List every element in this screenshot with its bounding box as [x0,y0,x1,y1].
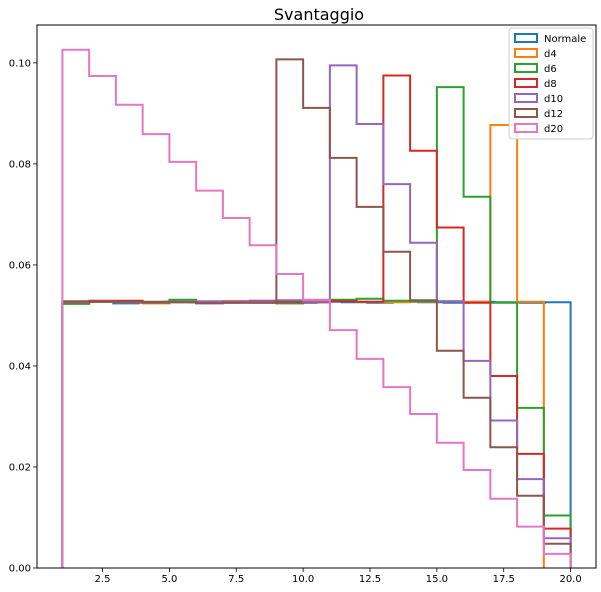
plot-area [61,48,572,568]
legend-label-d10: d10 [544,94,563,105]
legend-label-d20: d20 [544,124,563,135]
x-tick-label: 2.5 [95,574,111,585]
legend-swatch-normale [514,33,538,43]
plot-frame [36,24,597,569]
legend-label-d6: d6 [544,64,557,75]
legend-box [508,27,594,140]
x-tick-label: 5.0 [161,574,177,585]
y-tick-label: 0.10 [9,58,31,69]
legend-swatch-d4 [514,48,538,58]
legend-swatch-d12 [514,108,538,118]
x-tick-label: 17.5 [493,574,515,585]
legend-swatch-d6 [514,63,538,73]
y-axis: 0.00 0.02 0.04 0.06 0.08 0.10 [9,58,37,575]
legend-label-d4: d4 [544,49,557,60]
y-tick-label: 0.08 [9,159,31,170]
legend-label-d8: d8 [544,79,557,90]
legend-label-d12: d12 [544,109,563,120]
y-tick-label: 0.04 [9,361,31,372]
x-tick-label: 12.5 [359,574,381,585]
y-tick-label: 0.02 [9,462,31,473]
x-axis: 2.5 5.0 7.5 10.0 12.5 15.0 17.5 20.0 [95,568,582,585]
x-tick-label: 15.0 [426,574,448,585]
y-tick-label: 0.06 [9,260,31,271]
x-tick-label: 10.0 [292,574,314,585]
legend-label-normale: Normale [544,34,586,45]
legend-swatch-d20 [514,123,538,133]
series-d12-line [61,58,572,568]
x-tick-label: 7.5 [228,574,244,585]
y-tick-label: 0.00 [9,564,31,575]
series-d20-line [61,48,572,568]
chart-title: Svantaggio [274,5,364,24]
legend-swatch-d10 [514,93,538,103]
legend-swatch-d8 [514,78,538,88]
legend: Normale d4 d6 d8 d10 d12 d20 [508,27,594,140]
x-tick-label: 20.0 [559,574,581,585]
